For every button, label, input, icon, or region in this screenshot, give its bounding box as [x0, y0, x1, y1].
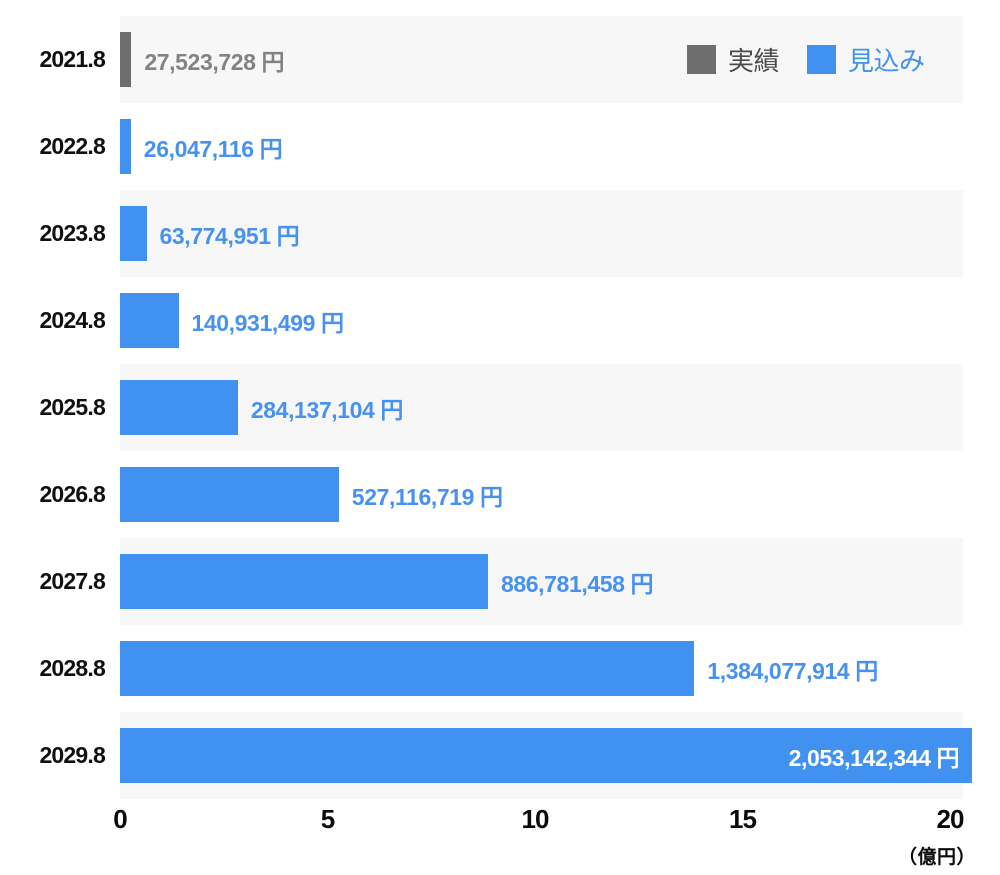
legend-swatch-forecast-icon: [807, 44, 837, 74]
chart-row: 2023.8 63,774,951 円: [0, 190, 1000, 277]
value-label: 26,047,116 円: [143, 135, 283, 162]
x-axis-tick: 15: [729, 804, 757, 834]
row-band: 284,137,104 円: [120, 364, 963, 451]
plot-area: 2021.8 27,523,728 円 2022.8 26,047,116 円 …: [0, 16, 1000, 799]
row-band: 1,384,077,914 円: [120, 625, 963, 712]
x-axis-tick: 20: [936, 804, 965, 834]
chart-row: 2025.8 284,137,104 円: [0, 364, 1000, 451]
value-label: 886,781,458 円: [501, 570, 654, 597]
axis-unit-label: （億円）: [897, 847, 976, 868]
legend-swatch-actual-icon: [687, 44, 716, 74]
legend: 実績 見込み: [687, 44, 925, 76]
value-label: 2,053,142,344 円: [788, 744, 960, 771]
chart-row: 2027.8 886,781,458 円: [0, 538, 1000, 625]
category-label: 2026.8: [39, 481, 105, 507]
category-label: 2024.8: [39, 307, 105, 333]
x-axis: 0 5 10 15 20: [0, 806, 1000, 836]
chart-row: 2029.8 2,053,142,344 円: [0, 712, 1000, 799]
value-label: 140,931,499 円: [191, 309, 345, 336]
bar-actual: [120, 32, 132, 87]
row-band: 26,047,116 円: [120, 103, 963, 190]
value-label: 1,384,077,914 円: [707, 657, 878, 684]
x-axis-tick: 5: [320, 804, 336, 834]
category-label: 2025.8: [39, 394, 105, 420]
chart-row: 2024.8 140,931,499 円: [0, 277, 1000, 364]
chart-row: 2026.8 527,116,719 円: [0, 451, 1000, 538]
row-band: 63,774,951 円: [120, 190, 963, 277]
chart-row: 2022.8 26,047,116 円: [0, 103, 1000, 190]
bar-forecast: [120, 467, 339, 522]
row-band: 886,781,458 円: [120, 538, 963, 625]
x-axis-tick: 0: [113, 804, 128, 834]
row-band: 2,053,142,344 円: [120, 712, 973, 799]
category-label: 2021.8: [39, 46, 105, 72]
legend-label-actual: 実績: [728, 45, 780, 76]
bar-forecast: [120, 206, 147, 261]
category-label: 2028.8: [39, 655, 105, 681]
value-label: 63,774,951 円: [159, 222, 300, 249]
bar-forecast: [120, 728, 973, 783]
category-label: 2029.8: [39, 742, 105, 768]
chart-row: 2028.8 1,384,077,914 円: [0, 625, 1000, 712]
bar-forecast: [120, 554, 488, 609]
bar-forecast: [120, 293, 179, 348]
category-label: 2027.8: [39, 568, 105, 594]
value-label: 27,523,728 円: [144, 48, 285, 75]
value-label: 527,116,719 円: [351, 483, 503, 510]
category-label: 2022.8: [39, 133, 105, 159]
x-axis-tick: 10: [521, 804, 550, 834]
value-label: 284,137,104 円: [250, 396, 404, 423]
legend-label-forecast: 見込み: [848, 45, 925, 76]
bar-forecast: [120, 119, 131, 174]
bar-forecast: [120, 641, 695, 696]
bar-forecast: [120, 380, 238, 435]
category-label: 2023.8: [39, 220, 105, 246]
row-band: 140,931,499 円: [120, 277, 963, 364]
row-band: 527,116,719 円: [120, 451, 963, 538]
